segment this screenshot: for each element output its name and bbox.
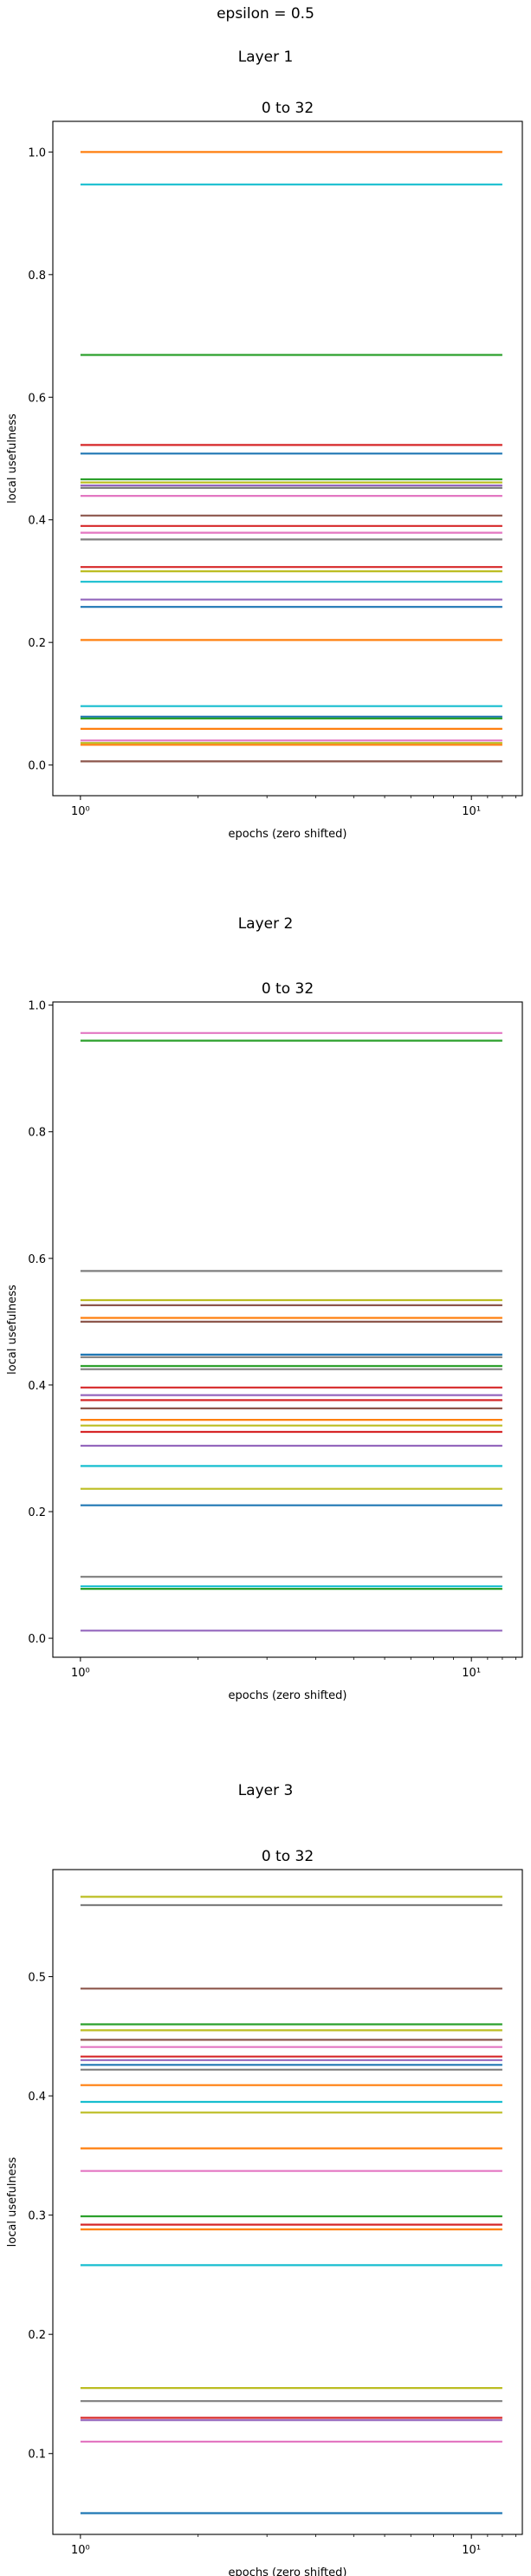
y-tick-label: 0.5 — [28, 1972, 46, 1985]
layer-1-chart: 0.0 0.2 0.4 0.6 0.8 1.0 10⁰ 10¹ 0 to 32 epochs (z… — [6, 100, 523, 841]
y-tick-label: 0.4 — [28, 2091, 46, 2104]
x-tick-label: 10⁰ — [71, 2544, 90, 2557]
y-tick-label: 0.0 — [28, 760, 46, 773]
y-tick-label: 0.2 — [28, 1506, 46, 1519]
y-tick-label: 1.0 — [28, 146, 46, 159]
y-tick-label: 0.8 — [28, 1127, 46, 1140]
x-tick-label: 10¹ — [462, 1667, 481, 1680]
y-tick-label: 0.6 — [28, 1253, 46, 1266]
y-axis-label: local usefulness — [6, 413, 19, 504]
y-tick-label: 0.0 — [28, 1633, 46, 1646]
x-tick-label: 10¹ — [462, 805, 481, 818]
layer-3-title: Layer 3 — [237, 1782, 294, 1799]
axes-frame — [52, 1869, 523, 2535]
x-axis-label: epochs (zero shifted) — [229, 828, 347, 841]
plot-area: 0.0 0.2 0.4 0.6 0.8 1.0 10⁰ 10¹ 0 to 32 epochs (z… — [6, 100, 523, 841]
x-axis-label: epochs (zero shifted) — [229, 2566, 347, 2576]
chart-title: 0 to 32 — [262, 980, 314, 998]
layer-1-title: Layer 1 — [237, 49, 294, 66]
y-tick-label: 0.4 — [28, 515, 46, 528]
y-tick-label: 0.2 — [28, 2329, 46, 2342]
y-tick-label: 1.0 — [28, 1000, 46, 1013]
layer-2-title: Layer 2 — [237, 915, 294, 933]
layer-3-chart: 0.1 0.2 0.3 0.4 0.5 10⁰ 10¹ 0 to 32 epochs (zero… — [6, 1848, 523, 2576]
chart-title: 0 to 32 — [262, 1848, 314, 1865]
y-tick-label: 0.2 — [28, 637, 46, 650]
plot-area: 0.1 0.2 0.3 0.4 0.5 10⁰ 10¹ 0 to 32 epochs (zero… — [6, 1848, 523, 2576]
y-axis-label: local usefulness — [6, 2156, 19, 2247]
chart-title: 0 to 32 — [262, 100, 314, 117]
y-tick-label: 0.8 — [28, 270, 46, 283]
y-axis-label: local usefulness — [6, 1285, 19, 1375]
y-tick-label: 0.1 — [28, 2449, 46, 2462]
x-axis-label: epochs (zero shifted) — [229, 1689, 347, 1702]
x-tick-label: 10⁰ — [71, 805, 90, 818]
y-tick-label: 0.6 — [28, 392, 46, 405]
y-tick-label: 0.4 — [28, 1380, 46, 1393]
axes-frame — [52, 120, 523, 797]
axes-frame — [52, 1001, 523, 1658]
x-tick-label: 10¹ — [462, 2544, 481, 2557]
figure-suptitle: epsilon = 0.5 — [217, 5, 314, 23]
x-tick-label: 10⁰ — [71, 1667, 90, 1680]
plot-area: 0.0 0.2 0.4 0.6 0.8 1.0 10⁰ 10¹ 0 to 32 epochs (z… — [6, 980, 523, 1702]
layer-2-chart: 0.0 0.2 0.4 0.6 0.8 1.0 10⁰ 10¹ 0 to 32 epochs (z… — [6, 980, 523, 1702]
y-tick-label: 0.3 — [28, 2210, 46, 2223]
